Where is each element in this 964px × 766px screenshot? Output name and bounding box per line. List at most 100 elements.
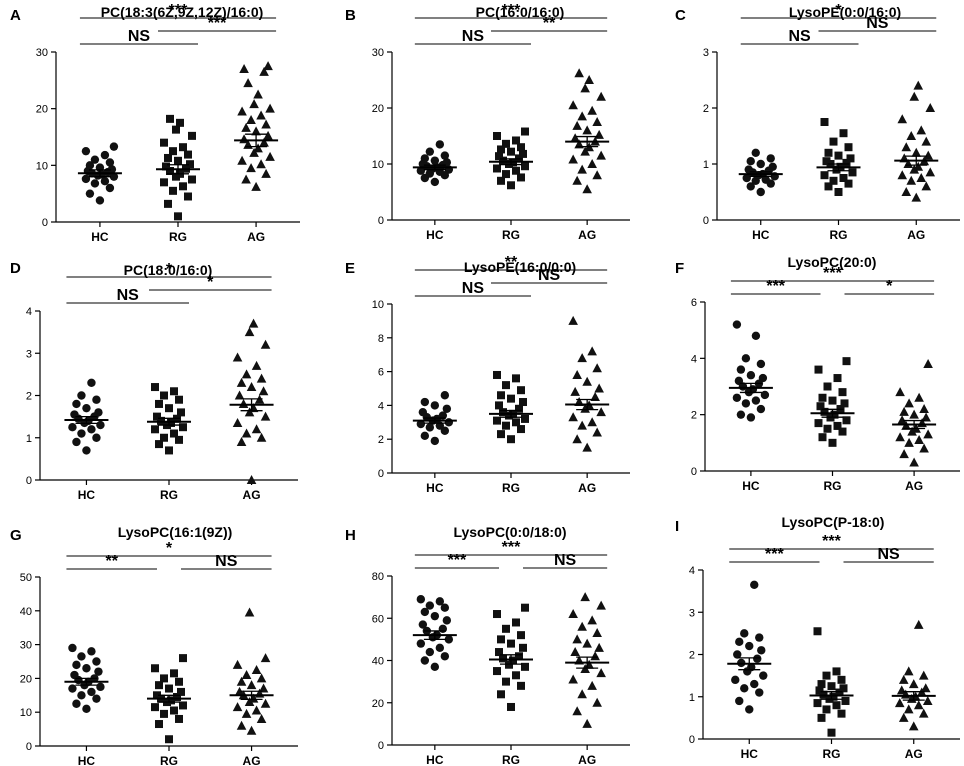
y-tick-label: 10 <box>36 160 48 172</box>
data-point <box>425 147 435 156</box>
data-point <box>151 383 159 392</box>
data-point <box>151 664 159 673</box>
data-point <box>253 143 263 153</box>
data-point <box>495 401 503 410</box>
data-point <box>582 376 592 386</box>
data-point <box>90 155 100 164</box>
y-tick-label: 0 <box>26 475 32 487</box>
data-point <box>908 679 919 689</box>
data-point <box>261 119 271 129</box>
data-point <box>918 708 929 718</box>
data-point <box>746 413 756 422</box>
data-point <box>913 700 924 710</box>
data-point <box>495 152 503 161</box>
data-point <box>572 634 582 644</box>
data-point <box>925 103 936 112</box>
data-point <box>596 150 606 160</box>
significance-label: NS <box>462 28 485 45</box>
data-point <box>519 398 527 407</box>
data-point <box>430 401 440 410</box>
data-point <box>568 609 578 619</box>
data-point <box>77 391 86 400</box>
data-point <box>844 143 853 152</box>
data-point <box>829 137 838 146</box>
panel-letter: B <box>345 7 356 24</box>
data-point <box>592 628 602 638</box>
data-point <box>592 117 602 126</box>
data-point <box>96 420 105 430</box>
data-point <box>160 178 168 187</box>
data-point <box>160 674 168 683</box>
data-point <box>521 662 529 671</box>
significance-label: *** <box>208 15 227 32</box>
data-point <box>92 694 101 703</box>
data-point <box>184 192 192 201</box>
data-point <box>515 652 523 661</box>
x-tick-label: HC <box>741 747 759 761</box>
group-HC <box>732 320 770 422</box>
significance-label: *** <box>765 546 784 563</box>
x-tick-label: RG <box>823 747 841 761</box>
data-point <box>521 162 529 171</box>
y-tick-label: 60 <box>372 613 384 625</box>
y-tick-label: 4 <box>378 400 384 412</box>
x-tick-label: HC <box>78 754 96 766</box>
data-point <box>170 387 178 396</box>
data-point <box>756 187 765 197</box>
data-point <box>574 68 584 78</box>
significance-label: * <box>166 540 173 557</box>
data-point <box>577 111 587 121</box>
significance-label: NS <box>554 552 577 569</box>
panel-C: C LysoPE(0:0/16:0) 0 1 2 3 HC RG AG NS NS * <box>675 2 960 242</box>
data-point <box>493 370 501 379</box>
data-point <box>822 671 831 680</box>
significance-label: *** <box>502 2 521 19</box>
data-point <box>82 403 91 413</box>
data-point <box>236 676 247 686</box>
data-point <box>81 146 91 156</box>
data-point <box>232 417 243 427</box>
data-point <box>817 713 826 722</box>
data-point <box>913 80 924 90</box>
data-point <box>572 175 582 185</box>
data-point <box>256 432 267 442</box>
data-point <box>418 407 428 417</box>
group-HC <box>731 580 768 714</box>
data-point <box>165 404 173 413</box>
data-point <box>753 654 762 663</box>
data-point <box>735 637 744 647</box>
data-point <box>820 171 829 180</box>
data-point <box>77 652 86 661</box>
data-point <box>167 418 175 427</box>
data-point <box>592 363 602 373</box>
data-point <box>577 353 587 363</box>
data-point <box>909 164 920 174</box>
data-point <box>906 131 917 140</box>
y-tick-label: 40 <box>20 606 32 618</box>
data-point <box>824 182 833 191</box>
y-tick-label: 2 <box>703 103 709 115</box>
y-tick-label: 4 <box>26 306 32 318</box>
data-point <box>502 170 510 179</box>
data-point <box>87 687 96 697</box>
data-point <box>517 681 525 690</box>
significance-label: *** <box>502 539 521 556</box>
data-point <box>502 677 510 686</box>
data-point <box>256 110 266 120</box>
data-point <box>568 412 578 422</box>
y-tick-label: 10 <box>372 159 384 171</box>
data-point <box>838 427 847 436</box>
significance-label: NS <box>538 267 561 284</box>
data-point <box>512 374 520 383</box>
data-point <box>416 595 426 604</box>
panel-letter: G <box>10 527 22 544</box>
data-point <box>430 177 440 187</box>
data-point <box>568 674 578 684</box>
data-point <box>265 103 275 113</box>
y-tick-label: 50 <box>20 572 32 584</box>
group-HC <box>416 140 454 187</box>
data-point <box>259 137 269 147</box>
significance-label: * <box>886 278 893 295</box>
data-point <box>251 181 261 191</box>
data-point <box>77 429 86 438</box>
